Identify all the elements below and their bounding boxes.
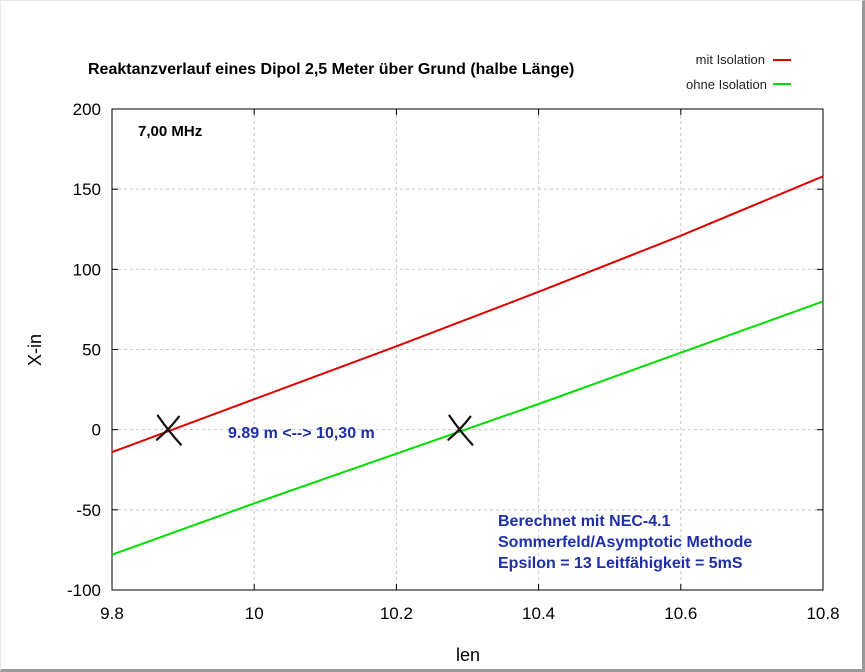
y-tick-label: 50 — [82, 341, 101, 360]
y-tick-label: 200 — [73, 100, 101, 119]
x-tick-label: 10.4 — [522, 604, 555, 623]
frequency-annotation: 7,00 MHz — [138, 123, 202, 140]
cross-marker-stroke-b — [447, 415, 472, 441]
note-line-2: Sommerfeld/Asymptotic Methode — [498, 534, 752, 551]
tick-marks — [111, 108, 824, 591]
chart-title: Reaktanzverlauf eines Dipol 2,5 Meter üb… — [88, 61, 574, 78]
y-tick-label: 0 — [92, 421, 101, 440]
x-tick-label: 10.6 — [664, 604, 697, 623]
cross-marker-stroke-b — [155, 415, 180, 441]
x-tick-label: 10.8 — [806, 604, 839, 623]
x-tick-label: 10.2 — [380, 604, 413, 623]
series-line-0 — [111, 175, 824, 454]
marker-layer — [155, 414, 474, 446]
legend-label-ohne-isolation: ohne Isolation — [686, 77, 767, 92]
cross-marker-stroke-a — [448, 414, 474, 446]
x-tick-label: 9.8 — [100, 604, 124, 623]
grid — [112, 109, 823, 590]
note-line-1: Berechnet mit NEC-4.1 — [498, 513, 671, 530]
y-tick-label: 150 — [73, 180, 101, 199]
y-tick-label: 100 — [73, 260, 101, 279]
y-tick-label: -100 — [67, 581, 101, 600]
range-annotation: 9.89 m <--> 10,30 m — [228, 425, 375, 442]
x-axis-label: len — [456, 645, 480, 665]
y-axis-label: X-in — [25, 334, 45, 366]
note-line-3: Epsilon = 13 Leitfähigkeit = 5mS — [498, 555, 743, 572]
x-tick-label: 10 — [245, 604, 264, 623]
legend-label-mit-isolation: mit Isolation — [696, 52, 765, 67]
series-layer — [111, 175, 824, 556]
series-line-1 — [111, 300, 824, 556]
tick-labels: 9.8 10 10.2 10.4 10.6 10.8 -100 -50 0 50 100 150 200 — [67, 100, 840, 623]
cross-marker-stroke-a — [156, 414, 182, 446]
y-tick-label: -50 — [76, 501, 101, 520]
